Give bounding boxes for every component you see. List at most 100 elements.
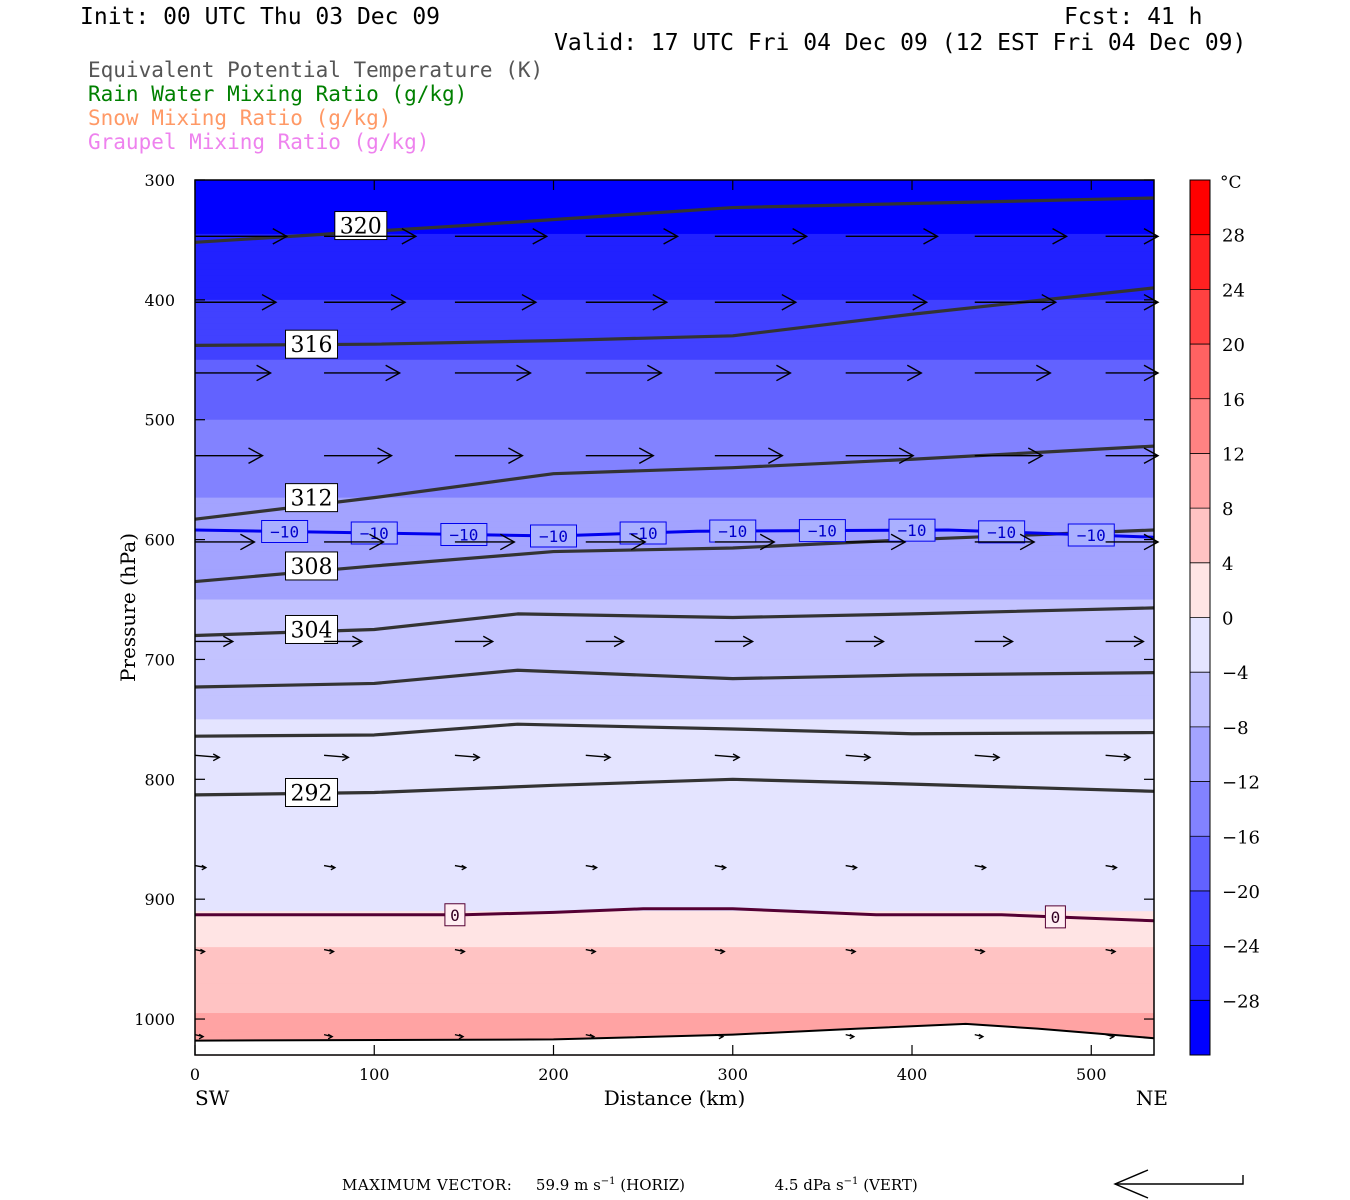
forecast-hour: Fcst: 41 h <box>1064 4 1203 30</box>
wind-vector-head <box>341 753 350 762</box>
theta-e-label-box-320 <box>334 211 388 241</box>
wind-vector-head <box>663 228 680 245</box>
wind-vector-head <box>781 293 798 311</box>
wind-vector-head <box>992 753 1001 762</box>
legend-graupel: Graupel Mixing Ratio (g/kg) <box>88 130 430 154</box>
temperature-band <box>195 1031 1154 1038</box>
temperature-label--10-0: −10 <box>270 522 299 541</box>
wind-vector-head <box>201 864 208 871</box>
colorbar-tick-label: −8 <box>1222 718 1249 739</box>
temperature-band <box>195 221 1154 229</box>
temperature-band <box>195 983 1154 990</box>
temperature-band <box>195 737 1154 744</box>
temperature-band <box>195 689 1154 697</box>
temperature-band <box>195 965 1154 972</box>
temperature-band <box>195 461 1154 469</box>
temperature-band <box>195 1001 1154 1008</box>
temperature-label-box--10-6 <box>798 519 846 543</box>
wind-vector-head <box>978 1033 985 1040</box>
temperature-band <box>195 953 1154 960</box>
wind-vector-head <box>1143 364 1160 382</box>
temperature-band <box>195 449 1154 457</box>
temperature-band <box>195 521 1154 529</box>
temperature-band <box>195 683 1154 691</box>
temperature-band <box>195 701 1154 708</box>
ne-end-label: NE <box>1136 1086 1168 1110</box>
wind-vector <box>324 754 349 759</box>
temperature-band <box>195 491 1154 499</box>
colorbar-tick-label: 8 <box>1222 499 1233 520</box>
temperature-label-box--10-9 <box>1067 523 1115 547</box>
temperature-band <box>195 335 1154 343</box>
temperature-band <box>195 827 1154 834</box>
wind-vector-head <box>1027 447 1044 464</box>
temperature-band <box>195 971 1154 978</box>
colorbar-cell <box>1190 726 1210 783</box>
colorbar-tick-label: 28 <box>1222 226 1245 247</box>
temperature-band <box>195 917 1154 924</box>
temperature-band <box>195 935 1154 942</box>
temperature-band <box>195 269 1154 277</box>
temperature-contour-0 <box>195 907 1155 923</box>
wind-vector-head <box>1143 533 1160 551</box>
temperature-band <box>195 473 1154 481</box>
colorbar-cell <box>1190 1000 1210 1056</box>
wind-vector-head <box>352 635 364 648</box>
temperature-band <box>195 383 1154 391</box>
temperature-band <box>195 929 1154 936</box>
colorbar-cell <box>1190 617 1210 673</box>
wind-vector-head <box>898 447 915 464</box>
wind-vector-head <box>1133 635 1145 648</box>
wind-vector-head <box>369 533 385 551</box>
temperature-fill <box>195 180 1154 1056</box>
temperature-band <box>195 533 1154 541</box>
temperature-label--10-2: −10 <box>449 525 478 544</box>
x-tick-label-200: 200 <box>538 1065 569 1084</box>
wind-vector-head <box>732 753 741 762</box>
temperature-band <box>195 761 1154 768</box>
temperature-band <box>195 695 1154 703</box>
wind-vector-head <box>759 533 776 551</box>
theta-e-contour-308 <box>194 528 1155 584</box>
wind-vector-head <box>261 293 278 311</box>
wind-vector-head <box>329 948 335 955</box>
wind-vector-head <box>330 864 337 871</box>
legend-theta-e: Equivalent Potential Temperature (K) <box>88 58 544 82</box>
temperature-band <box>195 893 1154 900</box>
wind-vector-head <box>979 948 986 955</box>
max-vector-horiz-sup: −1 <box>600 1176 616 1187</box>
temperature-band <box>195 743 1154 750</box>
wind-vector-head <box>272 228 289 245</box>
temperature-band <box>195 180 1154 187</box>
wind-vector-head <box>482 635 495 648</box>
temperature-band <box>195 665 1154 673</box>
wind-vector-head <box>652 293 669 311</box>
terrain-line <box>194 1022 1155 1042</box>
wind-vector-head <box>906 364 923 382</box>
wind-vector <box>845 754 871 759</box>
theta-e-label-box-292 <box>285 778 339 807</box>
x-tick-label-0: 0 <box>190 1065 200 1084</box>
wind-vector-head <box>385 364 402 382</box>
wind-vector-head <box>1109 1033 1116 1040</box>
temperature-label--10-5: −10 <box>718 522 747 541</box>
temperature-band <box>195 1019 1154 1026</box>
colorbar-cell <box>1190 781 1210 837</box>
temperature-band <box>195 941 1154 948</box>
colorbar-tick-label: −4 <box>1222 663 1249 684</box>
wind-vector-head <box>248 447 264 464</box>
temperature-band <box>195 713 1154 720</box>
temperature-band <box>195 287 1154 295</box>
wind-vector-head <box>863 753 872 762</box>
temperature-band <box>195 785 1154 792</box>
wind-vector-head <box>377 447 394 464</box>
temperature-band <box>195 539 1154 547</box>
y-tick-label-800: 800 <box>144 770 175 789</box>
temperature-band <box>195 881 1154 888</box>
max-vector-vert-value: 4.5 dPa s <box>774 1176 844 1194</box>
temperature-band <box>195 887 1154 894</box>
wind-vector-head <box>327 1033 334 1040</box>
temperature-band <box>195 869 1154 876</box>
wind-vector-head <box>508 447 524 464</box>
temperature-band <box>195 485 1154 493</box>
